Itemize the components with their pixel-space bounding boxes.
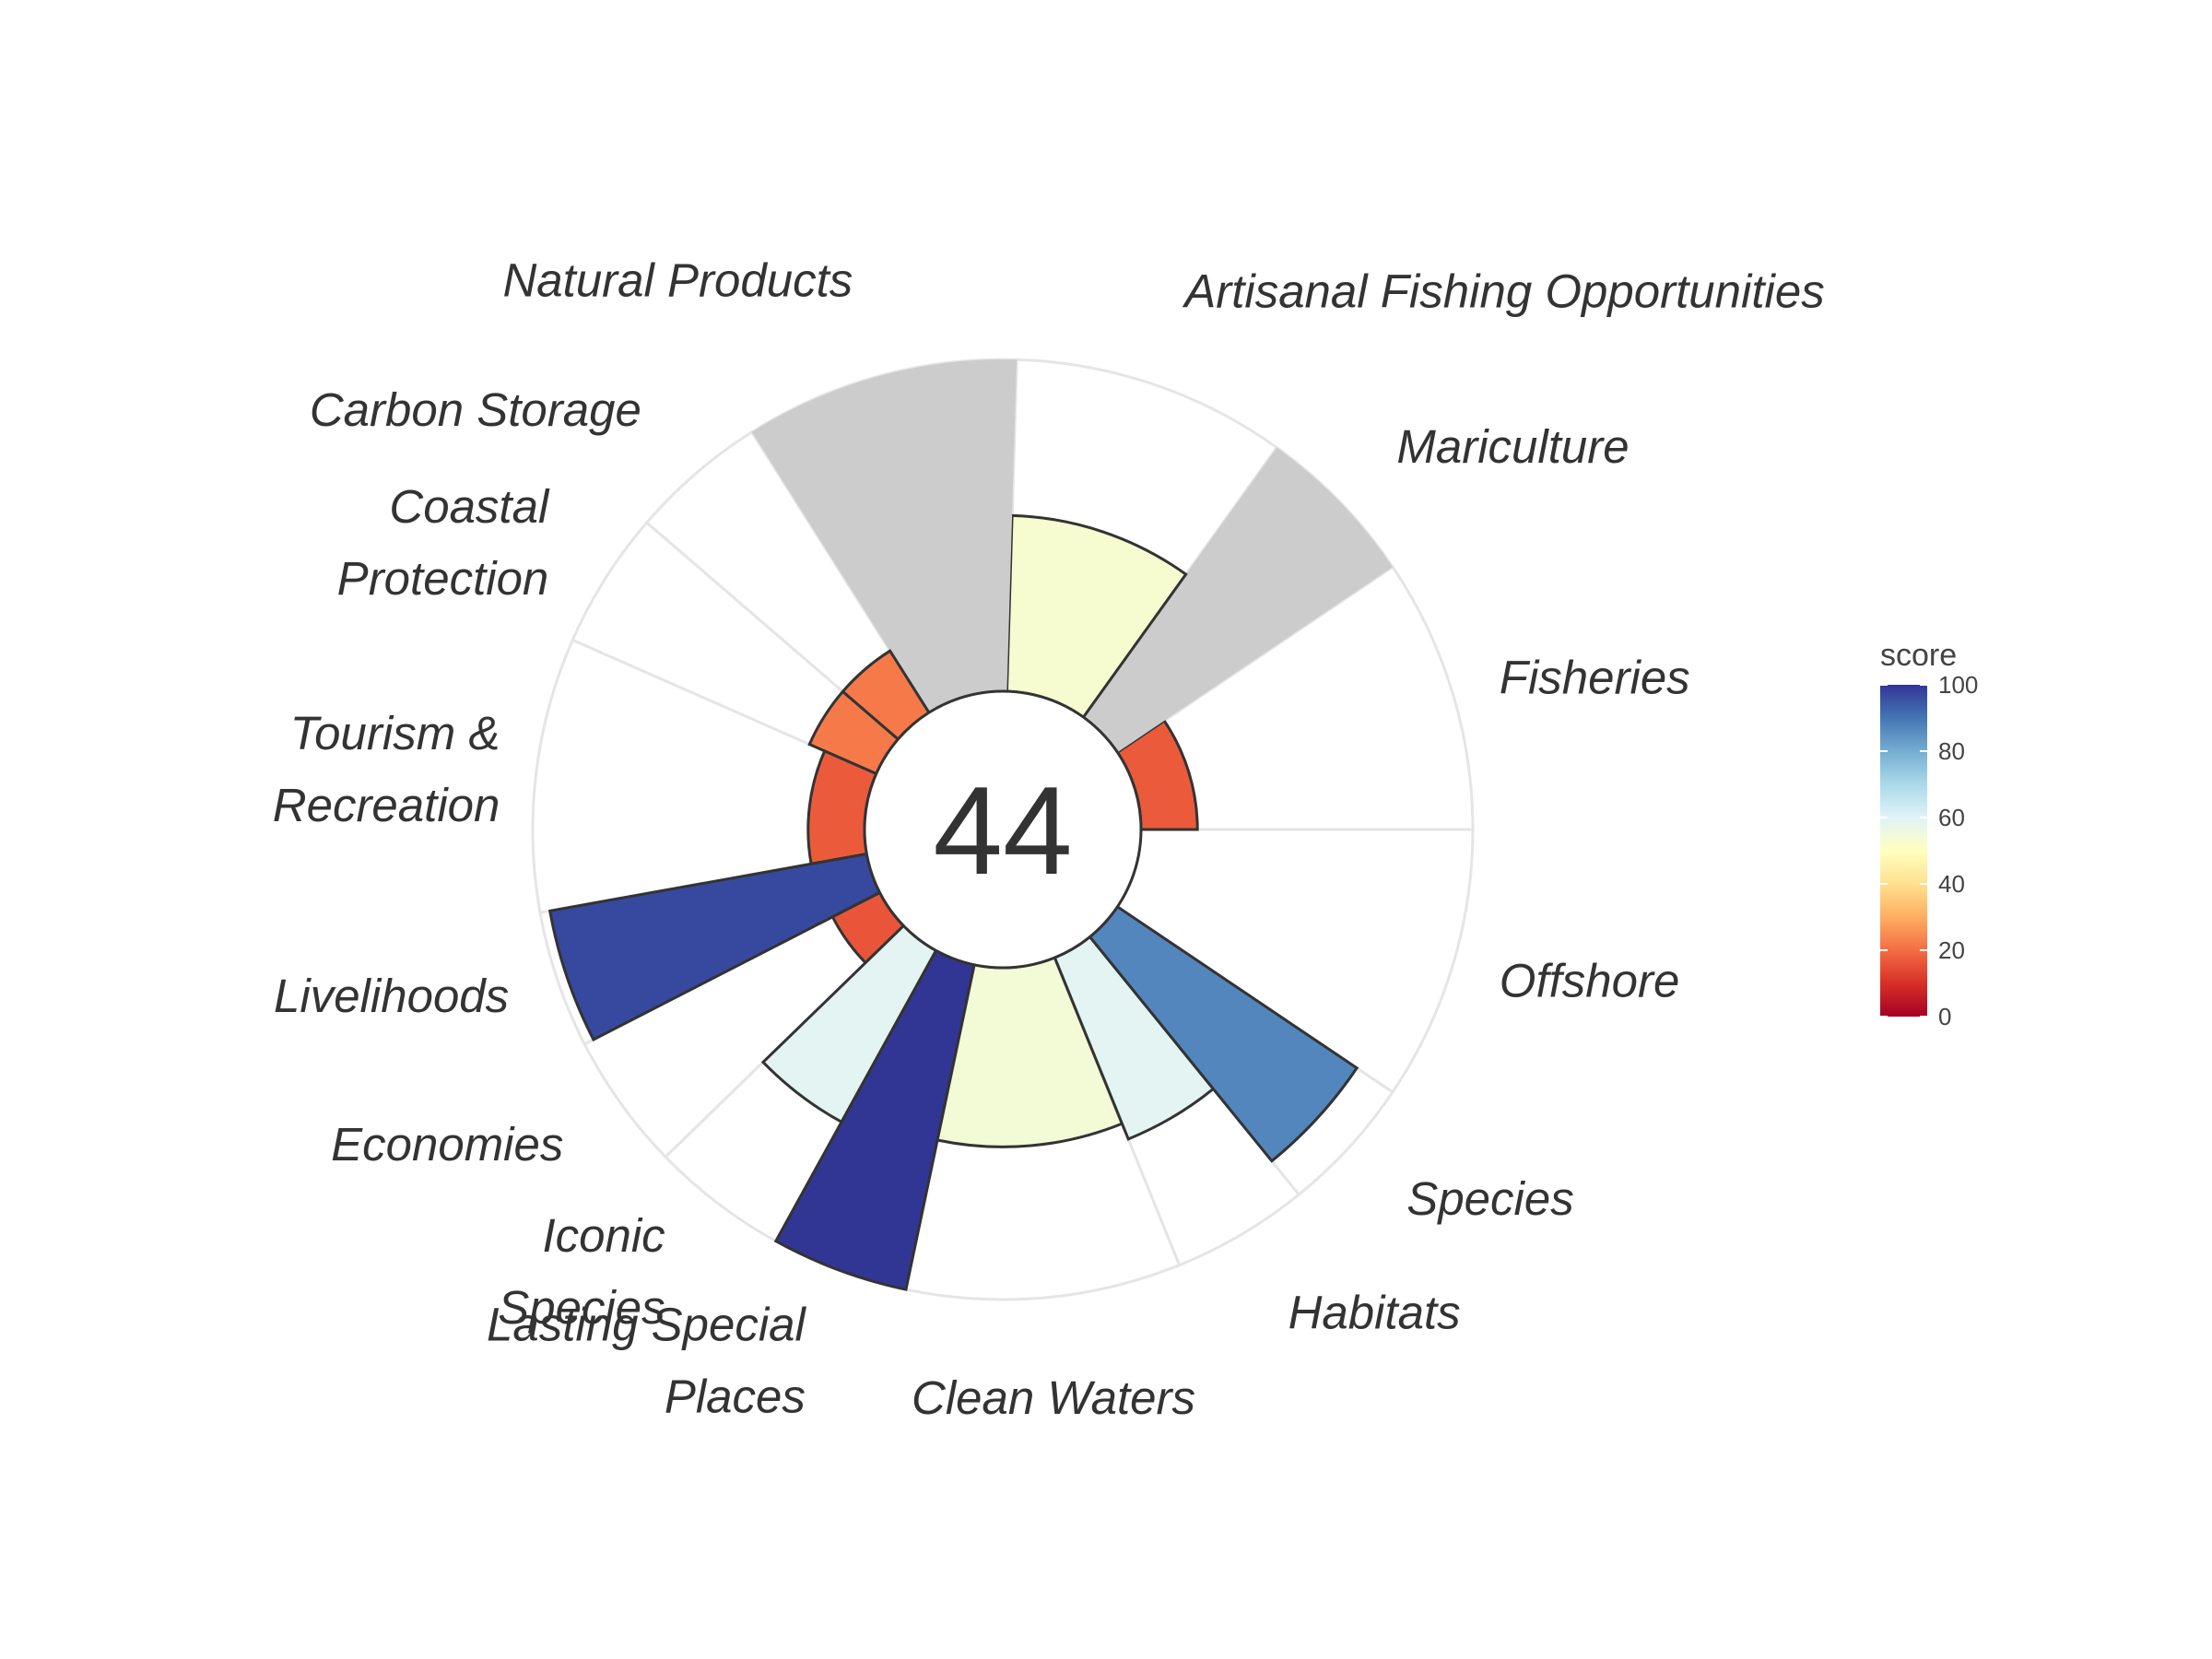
petal-label: Lasting Special Places — [487, 1299, 807, 1423]
legend-tick-label: 60 — [1938, 804, 1965, 831]
legend-tick-label: 40 — [1938, 870, 1965, 898]
petal-label-line: Clean Waters — [912, 1371, 1195, 1424]
petal-label-line: Offshore — [1500, 955, 1680, 1007]
petal-label: Habitats — [1288, 1286, 1461, 1338]
petal-label: Tourism & Recreation — [273, 707, 500, 831]
petal-labels: Fisheries Mariculture Artisanal Fishing Op… — [273, 254, 1825, 1424]
petal-bar — [751, 359, 1018, 713]
petal-label: Carbon Storage — [310, 383, 641, 436]
center-circle — [863, 689, 1143, 970]
petal-label-line: Artisanal Fishing Opportunities — [1182, 265, 1825, 318]
petal-label: Offshore — [1500, 955, 1680, 1007]
petal-label-line: Carbon Storage — [310, 383, 641, 436]
petal-label-line: Recreation — [273, 779, 500, 831]
petal-label: Fisheries — [1500, 652, 1690, 704]
petal-label: Clean Waters — [912, 1371, 1195, 1424]
petal-label: Artisanal Fishing Opportunities — [1182, 265, 1825, 318]
legend-colorbar — [1880, 685, 1927, 1017]
petal-label-line: Species — [1406, 1172, 1573, 1225]
petal-label-line: Livelihoods — [274, 970, 509, 1022]
petal-label-line: Mariculture — [1396, 420, 1629, 473]
petal-label-line: Fisheries — [1500, 652, 1690, 704]
petal-label-line: Protection — [337, 552, 549, 605]
legend: score 0 20 40 60 80 100 — [1880, 638, 1978, 1030]
petal-label-line: Coastal — [389, 480, 550, 533]
legend-tick-label: 20 — [1938, 936, 1965, 964]
center-score: 44 — [933, 760, 1072, 900]
petal-label: Economies — [331, 1118, 563, 1171]
petal-label: Mariculture — [1396, 420, 1629, 473]
petals — [547, 359, 1393, 1291]
petal-label-line: Iconic — [542, 1209, 665, 1262]
petal-label-line: Species — [498, 1281, 665, 1334]
petal-label: Species — [1406, 1172, 1573, 1225]
petal-label-line: Economies — [331, 1118, 563, 1171]
petal-label-line: Natural Products — [502, 254, 853, 307]
petal-label: Coastal Protection — [337, 480, 550, 605]
petal-label: Iconic Species — [498, 1209, 665, 1334]
petal-label-line: Tourism & — [290, 707, 500, 759]
legend-title: score — [1880, 638, 1957, 673]
legend-ticks: 0 20 40 60 80 100 — [1880, 671, 1978, 1030]
petal-label-line: Habitats — [1288, 1286, 1461, 1338]
legend-tick-label: 0 — [1938, 1003, 1951, 1030]
petal-bar — [1083, 447, 1393, 753]
legend-tick-label: 100 — [1938, 671, 1978, 699]
petal-label-line: Places — [665, 1371, 806, 1423]
petal-label-line: Lasting Special — [487, 1299, 807, 1351]
petal-label: Natural Products — [502, 254, 853, 307]
petal-label: Livelihoods — [274, 970, 509, 1022]
legend-tick-label: 80 — [1938, 737, 1965, 765]
